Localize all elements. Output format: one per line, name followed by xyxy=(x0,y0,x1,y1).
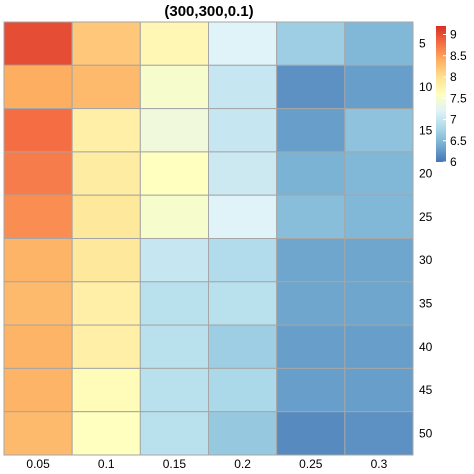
heatmap-cell xyxy=(276,411,346,456)
heatmap-cell xyxy=(208,108,278,153)
heatmap-cell xyxy=(276,238,346,283)
column-label: 0.1 xyxy=(98,457,115,471)
heatmap-cell xyxy=(208,238,278,283)
heatmap-cell xyxy=(3,411,73,456)
row-label: 20 xyxy=(419,167,433,181)
column-label: 0.05 xyxy=(26,457,50,471)
heatmap-cell xyxy=(276,151,346,196)
heatmap-cell xyxy=(344,194,414,239)
heatmap-cell xyxy=(139,21,209,66)
column-label: 0.25 xyxy=(299,457,323,471)
heatmap-cell xyxy=(3,281,73,326)
heatmap-cell xyxy=(344,151,414,196)
heatmap-cell xyxy=(276,21,346,66)
heatmap-cell xyxy=(71,64,141,110)
heatmap-cell xyxy=(208,281,278,326)
heatmap-cell xyxy=(139,411,209,456)
colorbar-tick-label: 8 xyxy=(450,70,457,84)
heatmap-cell xyxy=(139,324,209,369)
heatmap-cell xyxy=(344,21,414,66)
heatmap-cell xyxy=(139,238,209,283)
heatmap-cell xyxy=(276,367,346,413)
heatmap-cell xyxy=(71,108,141,153)
heatmap-cell xyxy=(139,64,209,110)
row-label: 45 xyxy=(419,383,433,397)
column-label: 0.15 xyxy=(163,457,187,471)
heatmap-cell xyxy=(71,194,141,239)
row-label: 30 xyxy=(419,253,433,267)
heatmap-cell xyxy=(208,367,278,413)
heatmap-cell xyxy=(344,411,414,456)
row-label: 15 xyxy=(419,123,433,137)
colorbar-tick-label: 9 xyxy=(450,28,457,42)
heatmap-cell xyxy=(139,367,209,413)
heatmap-cell xyxy=(344,324,414,369)
heatmap-cell xyxy=(208,151,278,196)
column-labels: 0.05 0.1 0.15 0.2 0.25 0.3 xyxy=(26,457,387,471)
heatmap-cell xyxy=(71,21,141,66)
heatmap-cell xyxy=(139,194,209,239)
row-label: 50 xyxy=(419,426,433,440)
heatmap-cell xyxy=(344,108,414,153)
heatmap-cell xyxy=(71,367,141,413)
heatmap-cell xyxy=(3,324,73,369)
heatmap-cell xyxy=(344,281,414,326)
colorbar-tick-label: 6.5 xyxy=(450,134,467,148)
heatmap-cell xyxy=(139,108,209,153)
heatmap-cell xyxy=(3,367,73,413)
row-label: 25 xyxy=(419,210,433,224)
heatmap-cell xyxy=(344,367,414,413)
heatmap-cell xyxy=(276,108,346,153)
row-label: 5 xyxy=(419,37,426,51)
heatmap-cell xyxy=(71,238,141,283)
heatmap-cell xyxy=(344,64,414,110)
colorbar-tick-label: 7 xyxy=(450,113,457,127)
heatmap-cell xyxy=(208,324,278,369)
row-label: 40 xyxy=(419,340,433,354)
row-label: 35 xyxy=(419,296,433,310)
heatmap-cell xyxy=(71,411,141,456)
heatmap-cell xyxy=(276,194,346,239)
row-labels: 5 10 15 20 25 30 35 40 45 50 xyxy=(419,37,433,441)
heatmap-cell xyxy=(71,151,141,196)
heatmap-cell xyxy=(208,64,278,110)
heatmap-cell xyxy=(208,194,278,239)
colorbar-tick-label: 8.5 xyxy=(450,49,467,63)
heatmap-cell xyxy=(139,281,209,326)
heatmap-cell xyxy=(71,324,141,369)
heatmap-cell xyxy=(208,21,278,66)
colorbar-tick-label: 7.5 xyxy=(450,91,467,105)
column-label: 0.3 xyxy=(371,457,388,471)
heatmap-cell xyxy=(276,281,346,326)
heatmap-cell xyxy=(3,151,73,196)
heatmap-cell xyxy=(344,238,414,283)
column-label: 0.2 xyxy=(234,457,251,471)
heatmap-cells xyxy=(3,21,414,456)
heatmap-cell xyxy=(276,64,346,110)
heatmap-cell xyxy=(276,324,346,369)
heatmap-cell xyxy=(3,108,73,153)
colorbar-legend: 6 6.5 7 7.5 8 8.5 9 xyxy=(436,26,467,169)
heatmap-cell xyxy=(71,281,141,326)
colorbar-tick-label: 6 xyxy=(450,155,457,169)
row-label: 10 xyxy=(419,80,433,94)
heatmap-cell xyxy=(208,411,278,456)
heatmap-cell xyxy=(3,194,73,239)
heatmap-cell xyxy=(3,21,73,66)
heatmap-cell xyxy=(3,238,73,283)
heatmap-cell xyxy=(3,64,73,110)
chart-title: (300,300,0.1) xyxy=(164,3,253,20)
heatmap-cell xyxy=(139,151,209,196)
colorbar-gradient xyxy=(436,26,446,162)
